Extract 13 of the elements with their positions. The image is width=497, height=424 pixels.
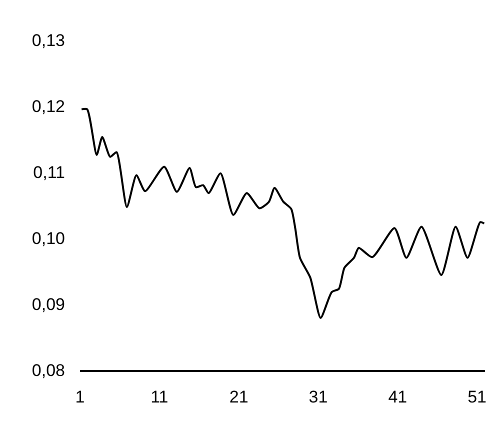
y-tick-label: 0,10 xyxy=(32,228,65,248)
x-tick-label: 1 xyxy=(75,387,85,406)
x-tick-label: 11 xyxy=(150,387,168,406)
line-series xyxy=(80,108,485,319)
y-tick-label: 0,12 xyxy=(32,96,65,116)
y-tick-label: 0,08 xyxy=(32,360,65,380)
x-tick-label: 31 xyxy=(308,387,328,406)
x-tick-label: 51 xyxy=(468,387,487,406)
y-tick-label: 0,09 xyxy=(32,294,65,314)
x-tick-label: 41 xyxy=(388,387,408,406)
x-tick-label: 21 xyxy=(229,387,248,406)
y-tick-label: 0,13 xyxy=(32,30,65,50)
y-tick-label: 0,11 xyxy=(33,162,65,182)
